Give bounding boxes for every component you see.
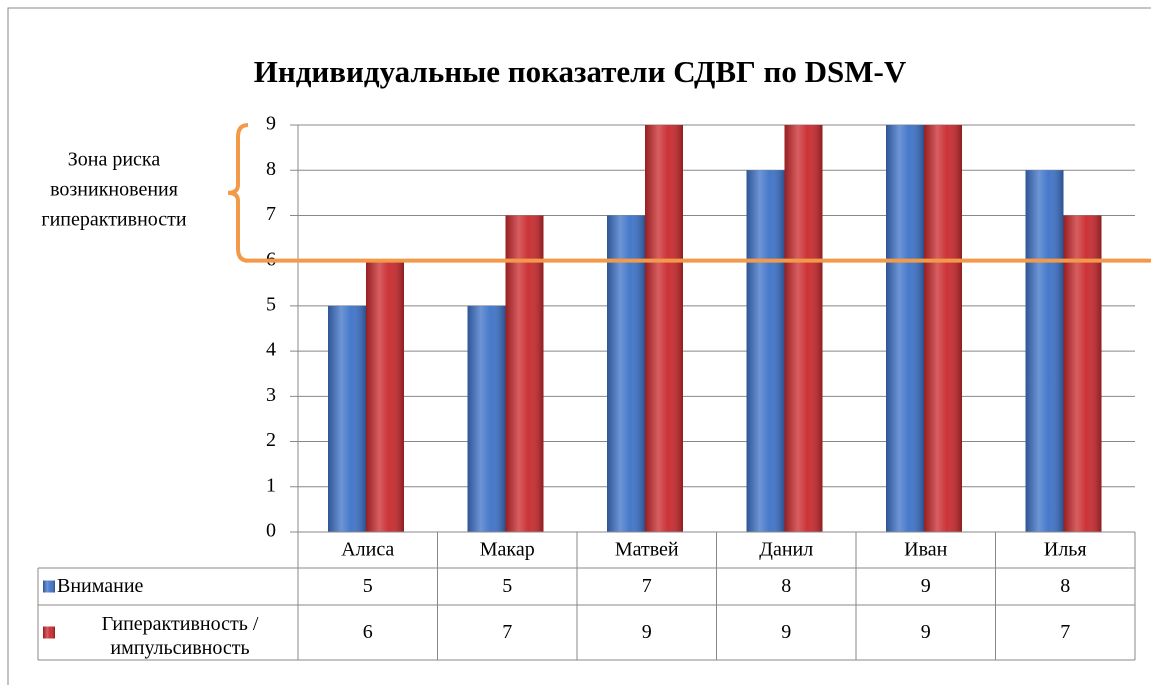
- y-tick-label: 3: [266, 384, 276, 406]
- bar-shade: [746, 170, 785, 532]
- data-label: 9: [921, 575, 931, 597]
- y-tick-label: 0: [266, 520, 276, 542]
- y-tick-label: 9: [266, 113, 276, 135]
- data-label: 8: [781, 575, 791, 597]
- y-tick-label: 7: [266, 203, 276, 225]
- x-tick-label: Иван: [904, 539, 948, 561]
- data-label: 9: [642, 621, 652, 643]
- data-label: 5: [502, 575, 512, 597]
- bar-shade: [886, 125, 924, 532]
- bar-shade: [607, 215, 645, 532]
- bar-shade: [467, 305, 506, 532]
- data-label: 7: [1060, 621, 1070, 643]
- bar-shade: [366, 260, 404, 532]
- bar-shade: [505, 215, 544, 532]
- bar-shade: [645, 125, 683, 532]
- legend-key-shade: [43, 626, 55, 639]
- y-tick-label: 8: [266, 158, 276, 180]
- y-tick-label: 4: [266, 339, 276, 361]
- x-tick-label: Алиса: [341, 539, 394, 561]
- x-tick-label: Макар: [480, 539, 535, 561]
- data-label: 7: [642, 575, 652, 597]
- annotation: гиперактивности: [41, 209, 187, 231]
- x-tick-label: Илья: [1044, 539, 1087, 561]
- y-tick-label: 1: [266, 474, 276, 496]
- legend-key-shade: [43, 580, 55, 593]
- data-label: 6: [363, 621, 373, 643]
- bar-shade: [784, 125, 823, 532]
- x-tick-label: Матвей: [615, 539, 679, 561]
- legend-label: Гиперактивность / импульсивность: [101, 613, 259, 659]
- data-label: 9: [921, 621, 931, 643]
- annotation: возникновения: [50, 179, 178, 201]
- bar-shade: [1063, 215, 1102, 532]
- legend-label-box: Гиперактивность / импульсивность: [101, 613, 259, 659]
- data-label: 7: [502, 621, 512, 643]
- data-label: 9: [781, 621, 791, 643]
- bar-shade: [924, 125, 962, 532]
- data-label: 5: [363, 575, 373, 597]
- risk-brace: [227, 123, 249, 263]
- chart-frame: [7, 7, 1151, 685]
- y-tick-label: 2: [266, 429, 276, 451]
- data-label: 8: [1060, 575, 1070, 597]
- y-tick-label: 5: [266, 293, 276, 315]
- bar-shade: [1025, 170, 1064, 532]
- chart-title: Индивидуальные показатели СДВГ по DSM-V: [254, 54, 907, 89]
- x-tick-label: Данил: [759, 539, 813, 561]
- annotation: Зона риска: [68, 149, 161, 171]
- bar-shade: [328, 305, 366, 532]
- legend-label: Внимание: [57, 575, 144, 597]
